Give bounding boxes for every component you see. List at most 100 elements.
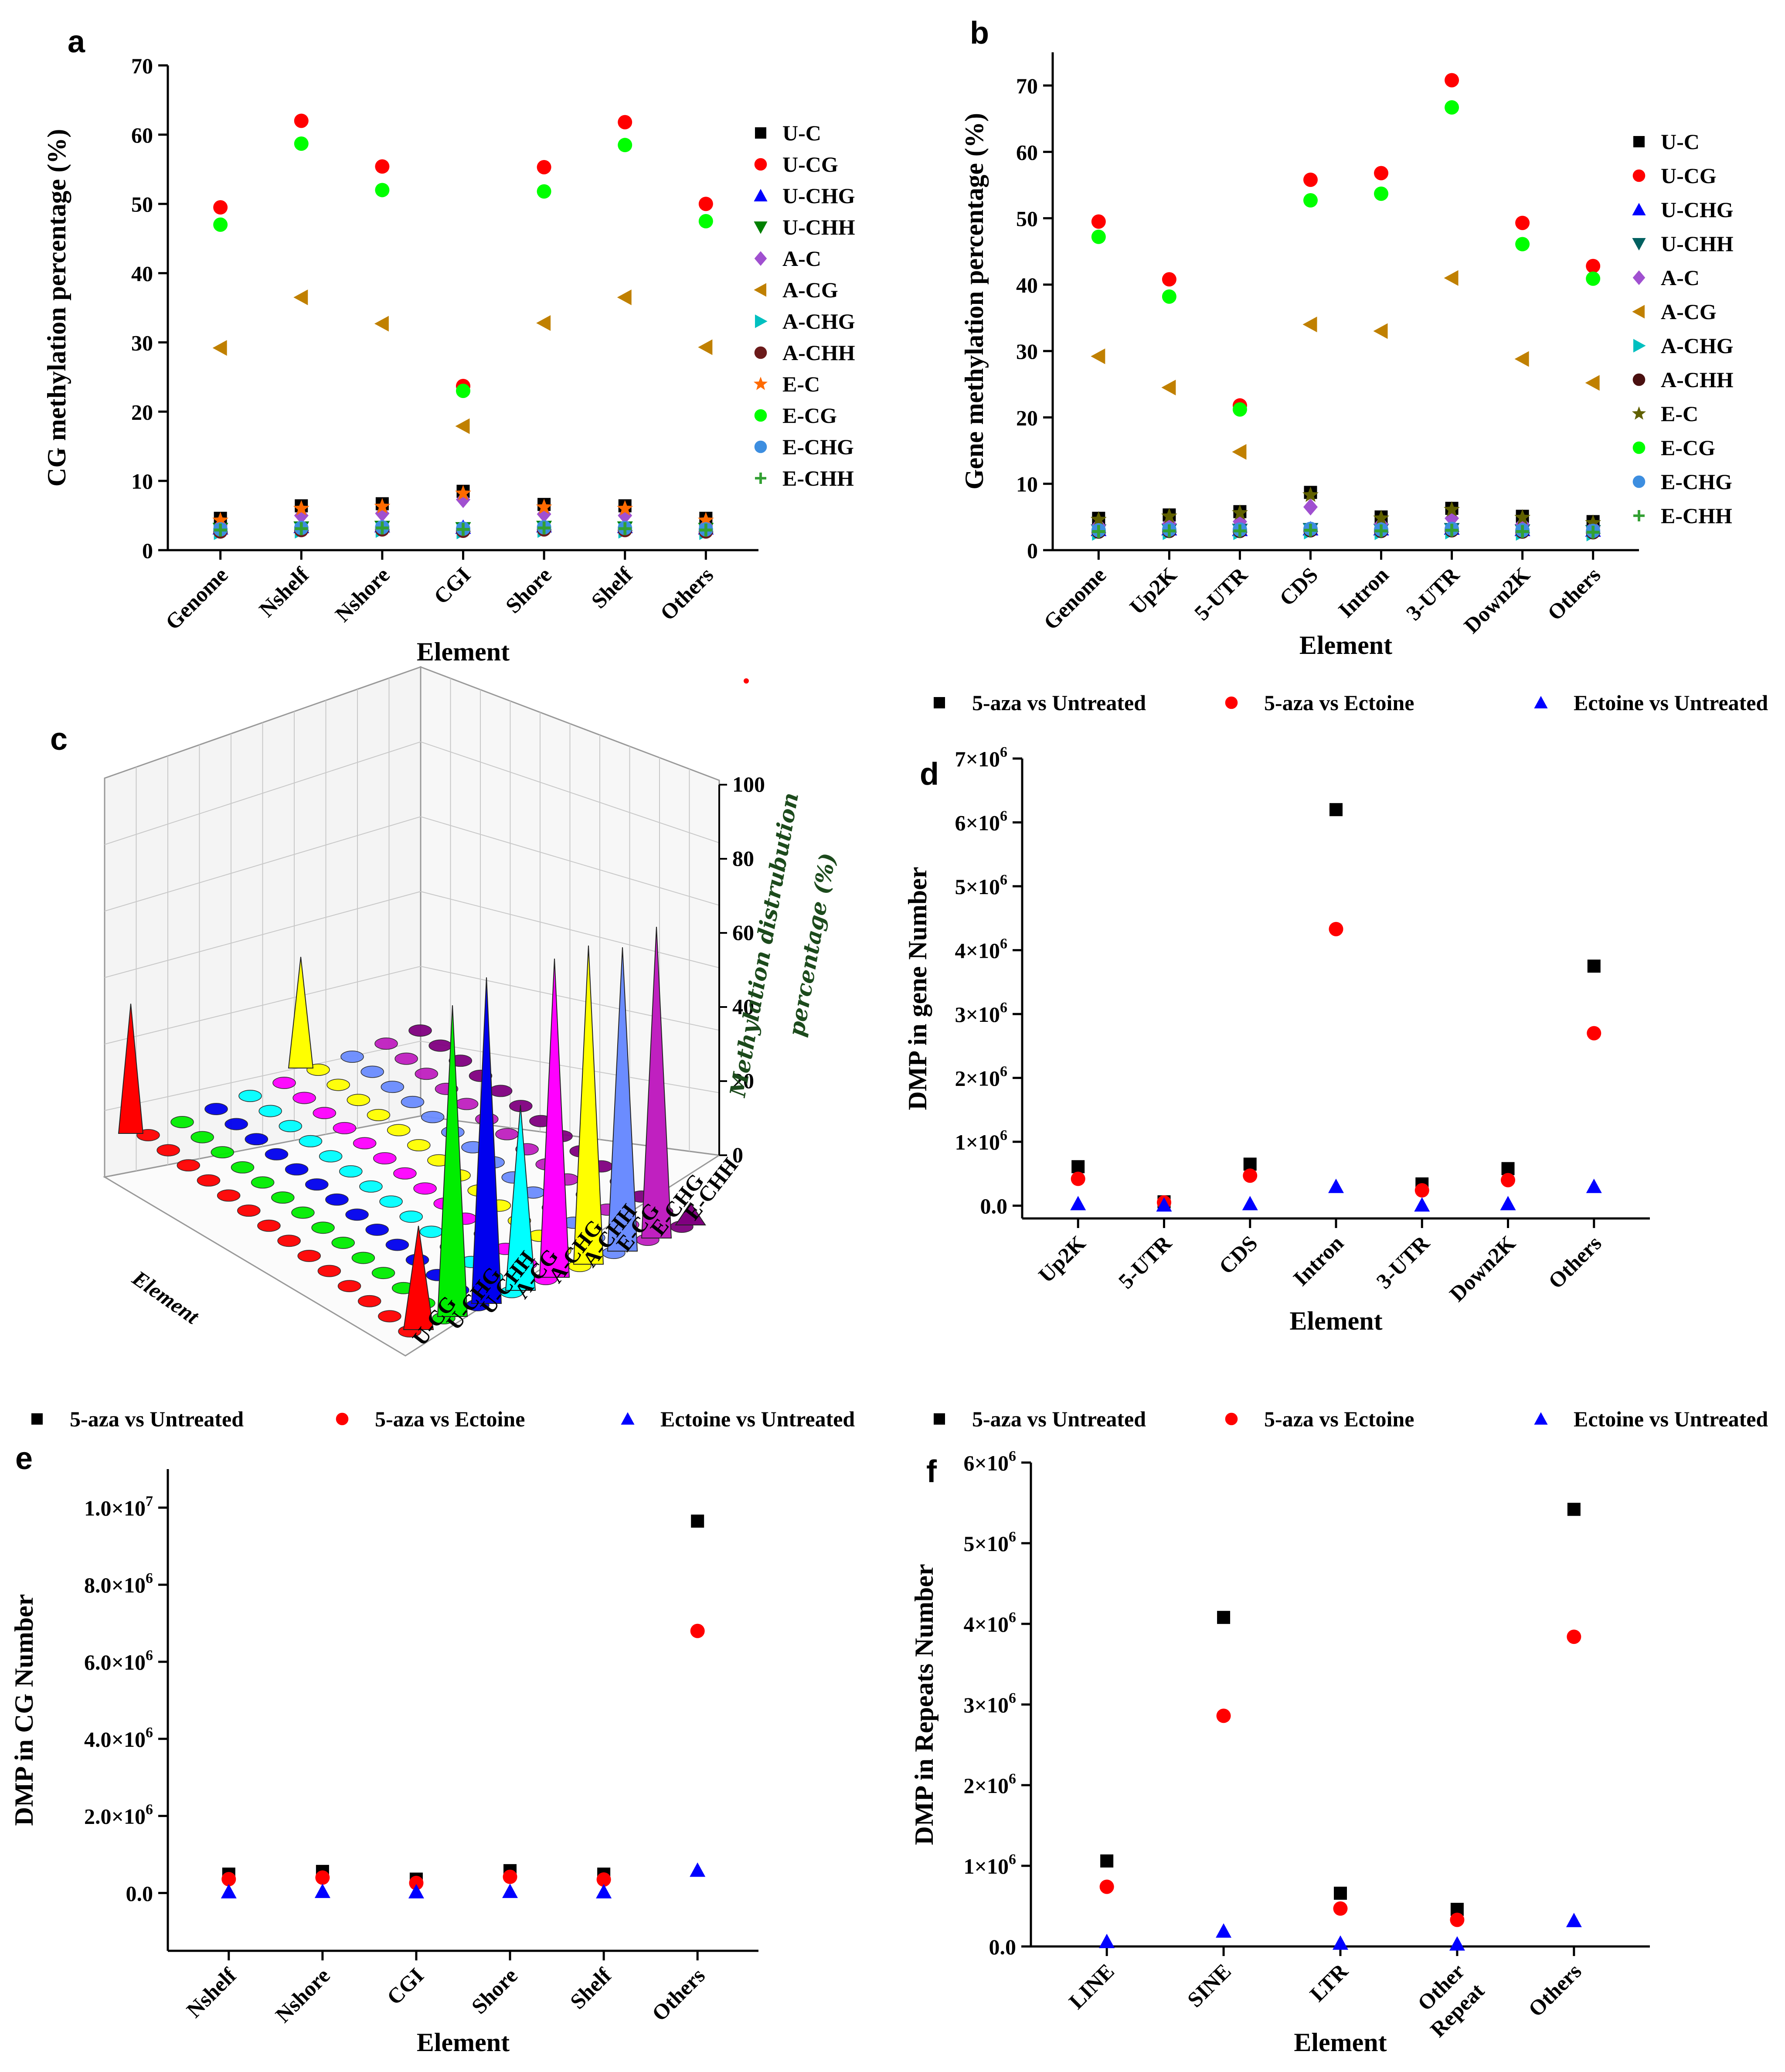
legend-label: 5-aza vs Ectoine	[375, 1407, 525, 1431]
y-tick-label: 50	[1016, 207, 1038, 231]
x-tick-label: Others	[1543, 562, 1605, 625]
data-point	[617, 500, 633, 516]
ridge-bump	[291, 1206, 315, 1219]
data-point	[1586, 525, 1600, 539]
legend-label: E-CHH	[782, 466, 854, 490]
legend-marker	[755, 127, 766, 139]
legend-marker	[755, 473, 766, 484]
panel-letter-d: d	[920, 757, 939, 792]
ridge-bump	[224, 1118, 248, 1130]
chart-a: 0 10 20 30 40 50 60 70 Genome Nshelf Nshore CGI Shor…	[42, 54, 855, 666]
legend-label: U-CG	[782, 152, 838, 177]
y-tick-label: 30	[131, 330, 153, 355]
data-point	[1329, 922, 1343, 936]
x-tick-label: Genome	[1039, 562, 1111, 634]
z-tick-label: 20	[732, 1068, 754, 1093]
data-point	[1450, 1912, 1465, 1927]
ridge-bump	[339, 1165, 363, 1178]
y-tick-label: 3×106	[964, 1690, 1017, 1717]
peak	[118, 1004, 144, 1134]
ridge-bump	[415, 1068, 439, 1080]
x-tick-label: SINE	[1183, 1959, 1236, 2012]
data-point	[536, 315, 551, 331]
y-axis-title: DMP in Repeats Number	[910, 1564, 938, 1845]
grid-line	[420, 1041, 720, 1093]
data-point	[697, 512, 714, 527]
chart-b: 0 10 20 30 40 50 60 70 Genome Up2K 5-UTR CDS Intron 3…	[744, 52, 1734, 684]
ridge-bump	[258, 1105, 282, 1117]
legend-marker	[754, 251, 767, 266]
legend-marker	[1632, 305, 1645, 319]
legend-marker	[1633, 136, 1645, 147]
y-tick-label: 4×106	[964, 1609, 1017, 1637]
chart-f: 0.0 1×106 2×106 3×106 4×106 5×106 6×106 LINE SIN…	[910, 1407, 1768, 2057]
data-point	[1302, 487, 1319, 502]
data-point	[1516, 525, 1529, 538]
legend-marker	[754, 409, 767, 422]
y-tick-label: 60	[1016, 140, 1038, 164]
legend-marker	[1225, 1412, 1238, 1426]
legend-marker	[1632, 475, 1646, 488]
data-point	[1092, 525, 1105, 538]
data-point	[698, 197, 713, 211]
data-point	[1091, 348, 1105, 364]
y-tick-label: 70	[131, 54, 153, 78]
legend-marker	[31, 1413, 43, 1425]
data-point	[1304, 524, 1317, 537]
legend-label: E-C	[782, 372, 820, 396]
x-tick-label: Nshore	[330, 562, 394, 626]
x-tick-label: Nshelf	[182, 1963, 241, 2022]
data-point	[537, 184, 551, 199]
data-point	[293, 289, 308, 306]
ridge-bump	[311, 1221, 335, 1234]
ridge-bump	[177, 1159, 201, 1172]
y-tick-label: 0.0	[989, 1935, 1017, 1959]
z-tick-label: 100	[732, 772, 765, 796]
y-tick-label: 1×106	[955, 1127, 1008, 1154]
ridge-bump	[211, 1146, 235, 1159]
data-point	[537, 521, 551, 535]
data-point	[295, 522, 308, 535]
legend-marker	[1632, 270, 1646, 285]
data-point	[375, 183, 390, 197]
x-tick-label: Up2K	[1034, 1231, 1090, 1287]
data-point	[596, 1884, 612, 1898]
data-point	[1216, 1708, 1231, 1723]
x-axis-title: Element	[417, 637, 510, 666]
data-point	[1515, 215, 1530, 230]
data-point	[221, 1884, 237, 1898]
peak	[288, 956, 314, 1068]
ridge-bump	[238, 1090, 262, 1102]
legend-label: A-CHG	[1661, 333, 1734, 358]
x-axis-title: Element	[1294, 2028, 1387, 2057]
y-tick-label: 8.0×106	[84, 1570, 153, 1597]
data-point	[1090, 511, 1107, 527]
ridge-bump	[381, 1081, 405, 1093]
peak	[437, 1005, 468, 1317]
y-axis-title: DMP in gene Number	[903, 867, 932, 1110]
y-tick-label: 10	[1016, 472, 1038, 497]
data-point	[1303, 193, 1318, 208]
legend-marker	[754, 158, 767, 171]
ridge-bump	[340, 1051, 364, 1063]
ridge-bump	[385, 1238, 409, 1251]
legend-label: 5-aza vs Ectoine	[1264, 691, 1414, 715]
data-point	[1233, 524, 1247, 538]
data-point	[1414, 1183, 1429, 1198]
data-point	[1303, 172, 1318, 187]
x-tick-label: CGI	[382, 1963, 428, 2009]
legend-marker	[934, 1413, 945, 1425]
ridge-bump	[421, 1111, 445, 1123]
data-point	[375, 159, 390, 174]
legend-label: E-CG	[1661, 435, 1715, 460]
ridge-bump	[373, 1152, 397, 1165]
x-tick-label: 3-UTR	[1401, 562, 1464, 625]
legend-marker	[336, 1412, 349, 1426]
data-point	[1586, 1178, 1602, 1193]
y-axis-title: CG methylation percentage (%)	[42, 129, 71, 487]
z-axis-title: percentage (%)	[783, 851, 841, 1038]
x-tick-label: Intron	[1333, 562, 1393, 622]
ridge-bump	[378, 1310, 401, 1323]
legend-label: E-CHH	[1661, 504, 1732, 528]
ridge-bump	[428, 1039, 452, 1052]
